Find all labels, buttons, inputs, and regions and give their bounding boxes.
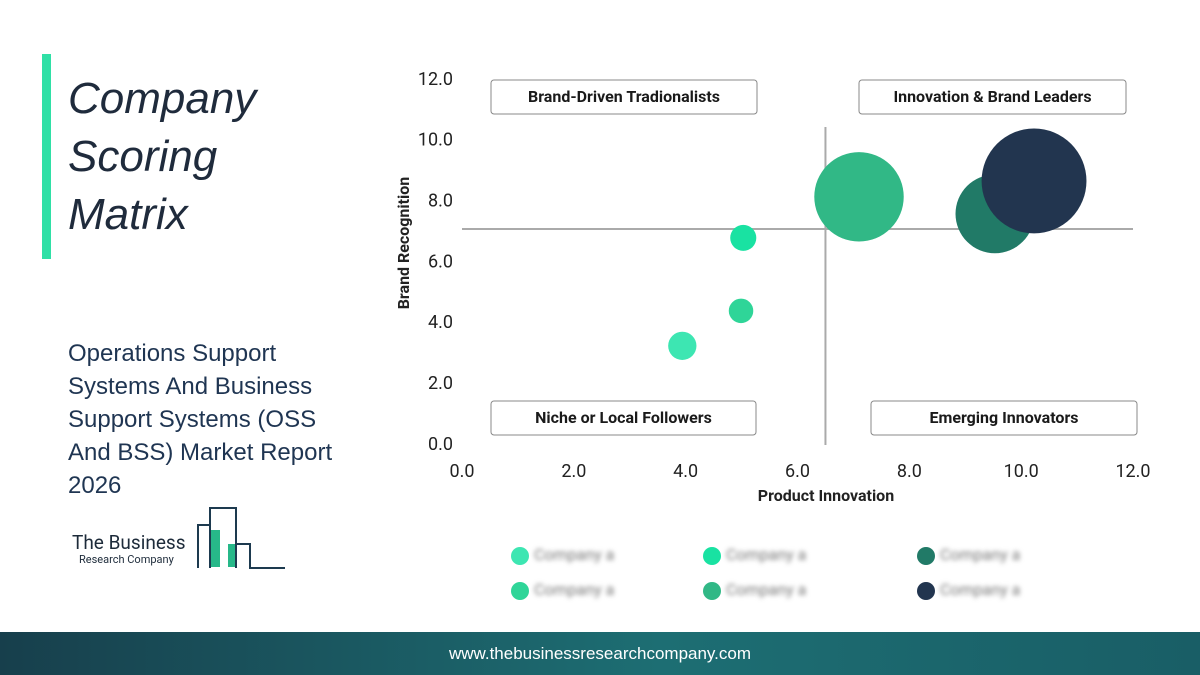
accent-bar <box>42 54 51 259</box>
x-tick-label: 12.0 <box>1115 461 1150 482</box>
legend-marker <box>511 582 529 600</box>
legend-marker <box>703 547 721 565</box>
y-tick-label: 10.0 <box>418 130 453 151</box>
x-tick-label: 4.0 <box>673 461 698 482</box>
legend-label: Company a <box>940 545 1020 564</box>
legend-marker <box>703 582 721 600</box>
y-tick-label: 6.0 <box>428 251 453 272</box>
legend-label: Company a <box>534 580 614 599</box>
quadrant-label: Innovation & Brand Leaders <box>893 87 1091 106</box>
logo-icon <box>197 507 285 569</box>
legend-label: Company a <box>726 545 806 564</box>
page-subtitle: Operations Support Systems And Business … <box>68 340 333 499</box>
x-axis-label: Product Innovation <box>758 486 894 505</box>
quadrant-box <box>858 79 1127 115</box>
y-tick-label: 0.0 <box>428 434 453 455</box>
quadrant-box <box>490 400 757 436</box>
x-tick-label: 0.0 <box>450 461 475 482</box>
y-tick-label: 2.0 <box>428 373 453 394</box>
bubble <box>668 331 697 360</box>
page-title: Company Scoring Matrix <box>68 74 257 239</box>
bubble <box>730 224 757 251</box>
x-tick-label: 2.0 <box>561 461 586 482</box>
y-axis-label: Brand Recognition <box>394 177 413 310</box>
y-tick-label: 12.0 <box>418 69 453 90</box>
legend-label: Company a <box>940 580 1020 599</box>
legend-marker <box>917 547 935 565</box>
quadrant-box <box>870 400 1138 436</box>
x-tick-label: 8.0 <box>897 461 922 482</box>
bubble <box>981 128 1087 234</box>
legend-marker <box>511 547 529 565</box>
legend-marker <box>917 582 935 600</box>
logo-text: Research Company <box>79 553 175 566</box>
y-tick-label: 4.0 <box>428 312 453 333</box>
x-tick-label: 6.0 <box>785 461 810 482</box>
x-tick-label: 10.0 <box>1004 461 1039 482</box>
legend-label: Company a <box>534 545 614 564</box>
bubble <box>814 152 904 242</box>
quadrant-label: Emerging Innovators <box>929 408 1078 427</box>
bubble <box>728 298 754 324</box>
footer: www.thebusinessresearchcompany.com <box>0 632 1200 675</box>
quadrant-box <box>490 79 758 115</box>
quadrant-label: Niche or Local Followers <box>535 408 712 427</box>
legend-label: Company a <box>726 580 806 599</box>
y-tick-label: 8.0 <box>428 190 453 211</box>
quadrant-label: Brand-Driven Tradionalists <box>528 87 720 106</box>
logo-text: The Business <box>72 531 186 554</box>
